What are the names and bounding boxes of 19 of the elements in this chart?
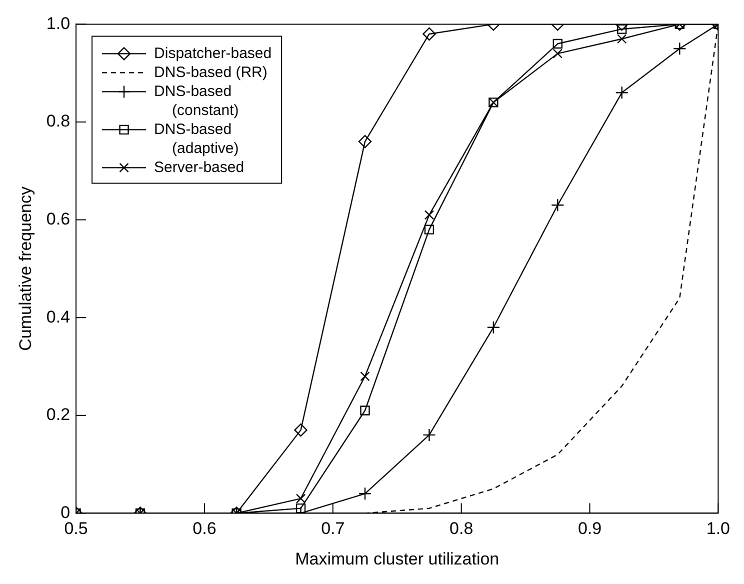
x-tick-label: 0.5	[64, 519, 88, 538]
legend-label: DNS-based (RR)	[154, 64, 268, 81]
x-tick-label: 0.7	[321, 519, 345, 538]
x-tick-label: 0.8	[450, 519, 474, 538]
y-axis-title: Cumulative frequency	[16, 186, 35, 351]
x-tick-label: 0.9	[578, 519, 602, 538]
legend-label: DNS-based (adaptive)	[154, 120, 239, 157]
x-axis-title: Maximum cluster utilization	[295, 549, 500, 568]
x-tick-label: 1.0	[706, 519, 730, 538]
y-tick-label: 0.8	[46, 112, 70, 131]
x-tick-label: 0.6	[192, 519, 216, 538]
y-tick-label: 0.6	[46, 209, 70, 228]
y-tick-label: 0.2	[46, 405, 70, 424]
y-tick-label: 0	[60, 502, 70, 522]
y-tick-label: 1.0	[46, 14, 70, 33]
legend-label: Dispatcher-based	[154, 44, 272, 62]
y-tick-label: 0.4	[46, 307, 70, 326]
legend-label: Server-based	[154, 158, 244, 176]
legend-label: DNS-based (constant)	[154, 82, 239, 119]
